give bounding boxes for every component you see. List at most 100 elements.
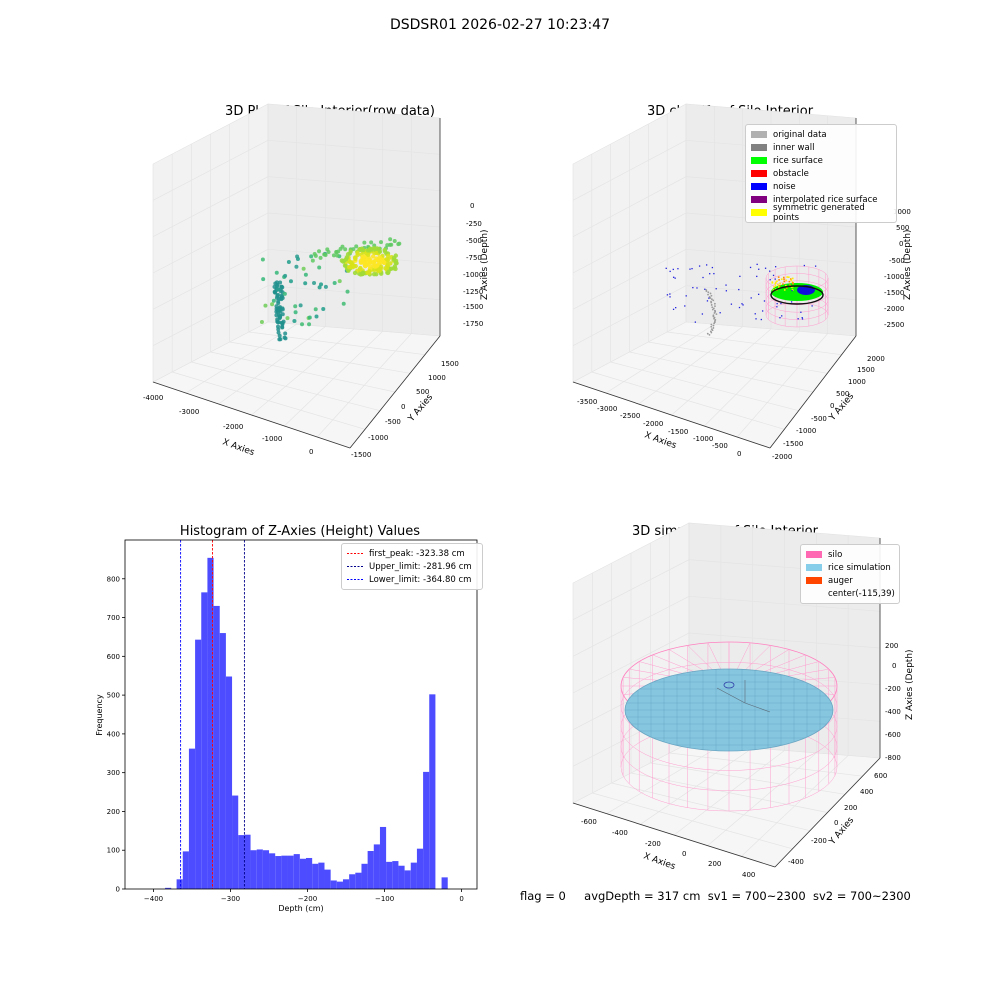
symmetric-point: [785, 279, 788, 282]
raw-xtick: -4000: [143, 394, 163, 402]
classify-ytick: 2000: [867, 355, 885, 363]
raw-data-point: [293, 304, 298, 309]
noise-point: [715, 288, 717, 290]
raw-data-point: [365, 248, 371, 253]
legend-entry-first-peak: first_peak: -323.38 cm: [347, 547, 477, 560]
histogram-bar: [232, 795, 239, 889]
noise-point: [755, 318, 757, 320]
raw-data-point: [352, 270, 358, 276]
legend-swatch: [751, 183, 767, 190]
raw-data-point: [384, 256, 390, 262]
symmetric-point: [783, 289, 786, 291]
legend-label: original data: [773, 129, 827, 140]
sim-ytick: 0: [834, 819, 838, 827]
sim-xtick: 200: [708, 860, 721, 868]
noise-point: [725, 290, 728, 292]
noise-point: [779, 317, 781, 319]
raw-data-point: [280, 307, 285, 312]
raw-data-point: [294, 264, 299, 269]
raw-data-point: [282, 291, 287, 296]
raw-data-point: [345, 252, 351, 257]
histogram-ytick-label: 500: [107, 692, 120, 700]
noise-point: [677, 268, 679, 270]
raw-data-point: [361, 247, 366, 253]
sim-ylabel: Y Axies: [827, 815, 856, 847]
raw-data-point: [278, 280, 283, 285]
sim-ztick: -800: [885, 754, 901, 762]
original-data-point: [709, 297, 712, 299]
histogram-xtick-label: −300: [221, 895, 240, 903]
histogram-bar: [207, 557, 214, 889]
histogram-bar: [275, 856, 282, 889]
noise-point: [742, 304, 744, 306]
noise-point: [781, 315, 783, 317]
raw-data-point: [362, 240, 367, 245]
noise-point: [811, 305, 813, 307]
raw-xtick: -1000: [262, 435, 282, 443]
noise-point: [738, 288, 740, 291]
symmetric-point: [785, 284, 787, 287]
noise-point: [708, 297, 710, 299]
symmetric-point: [774, 285, 777, 287]
raw-xtick: -3000: [179, 408, 199, 416]
raw-data-point: [276, 320, 281, 325]
rice-surface-rim: [770, 285, 824, 305]
raw-data-point: [388, 261, 393, 266]
symmetric-point: [773, 286, 775, 288]
simulation-3d-plot: -600 -400 -200 0 200 400 -400 -200 0 200…: [572, 522, 915, 879]
raw-data-point: [355, 252, 360, 258]
raw-ztick: -1750: [463, 320, 483, 328]
legend-label: center(-115,39): [828, 588, 895, 599]
sim-ytick: -400: [788, 858, 804, 866]
sim-xtick: 0: [682, 850, 686, 858]
histogram-bar: [225, 676, 233, 889]
raw-data-point: [372, 258, 378, 264]
raw-data-point: [276, 330, 281, 335]
silo-wire: [765, 302, 829, 328]
classify-legend: original data inner wall rice surface ob…: [745, 124, 897, 223]
grid-line: [736, 333, 828, 438]
original-data-point: [712, 327, 715, 329]
noise-point: [725, 284, 727, 286]
histogram-bar: [269, 853, 276, 889]
legend-entry-auger: auger: [806, 574, 894, 587]
raw-data-point: [367, 257, 373, 262]
raw-data-point: [272, 289, 277, 294]
histogram-ytick-label: 700: [107, 614, 120, 622]
histogram-bar: [392, 861, 399, 889]
noise-point: [780, 302, 782, 305]
raw-ylabel: Y Axies: [406, 392, 435, 424]
noise-point: [694, 321, 697, 323]
noise-point: [698, 265, 701, 267]
noise-point: [754, 313, 756, 315]
raw-data-point: [286, 259, 291, 264]
symmetric-point: [786, 276, 788, 278]
histogram-bar: [336, 881, 343, 889]
original-data-point: [712, 307, 715, 310]
sim-ytick: 400: [860, 788, 873, 796]
symmetric-point: [790, 278, 792, 280]
raw-xtick: -2000: [223, 423, 243, 431]
histogram-bar: [299, 858, 307, 889]
raw-data-point: [378, 240, 383, 245]
legend-label: auger: [828, 575, 853, 586]
symmetric-point: [774, 282, 777, 285]
raw-data-point: [340, 244, 345, 249]
classify-xtick: 0: [737, 450, 741, 458]
silo-wire: [765, 280, 829, 306]
symmetric-point: [777, 276, 780, 278]
original-data-point: [711, 308, 714, 311]
classify-ztick: 0: [899, 240, 903, 248]
raw-data-point: [274, 313, 279, 318]
original-data-point: [708, 333, 711, 336]
raw-data-point: [312, 280, 317, 285]
noise-point: [672, 268, 674, 271]
raw-data-point: [301, 266, 306, 271]
legend-entry-original-data: original data: [751, 128, 891, 141]
raw-data-point: [361, 271, 366, 276]
original-data-point: [715, 313, 718, 316]
original-data-point: [707, 293, 709, 296]
raw-data-point: [353, 256, 358, 262]
raw-ytick: -1500: [351, 451, 371, 459]
raw-data-point: [274, 270, 279, 275]
